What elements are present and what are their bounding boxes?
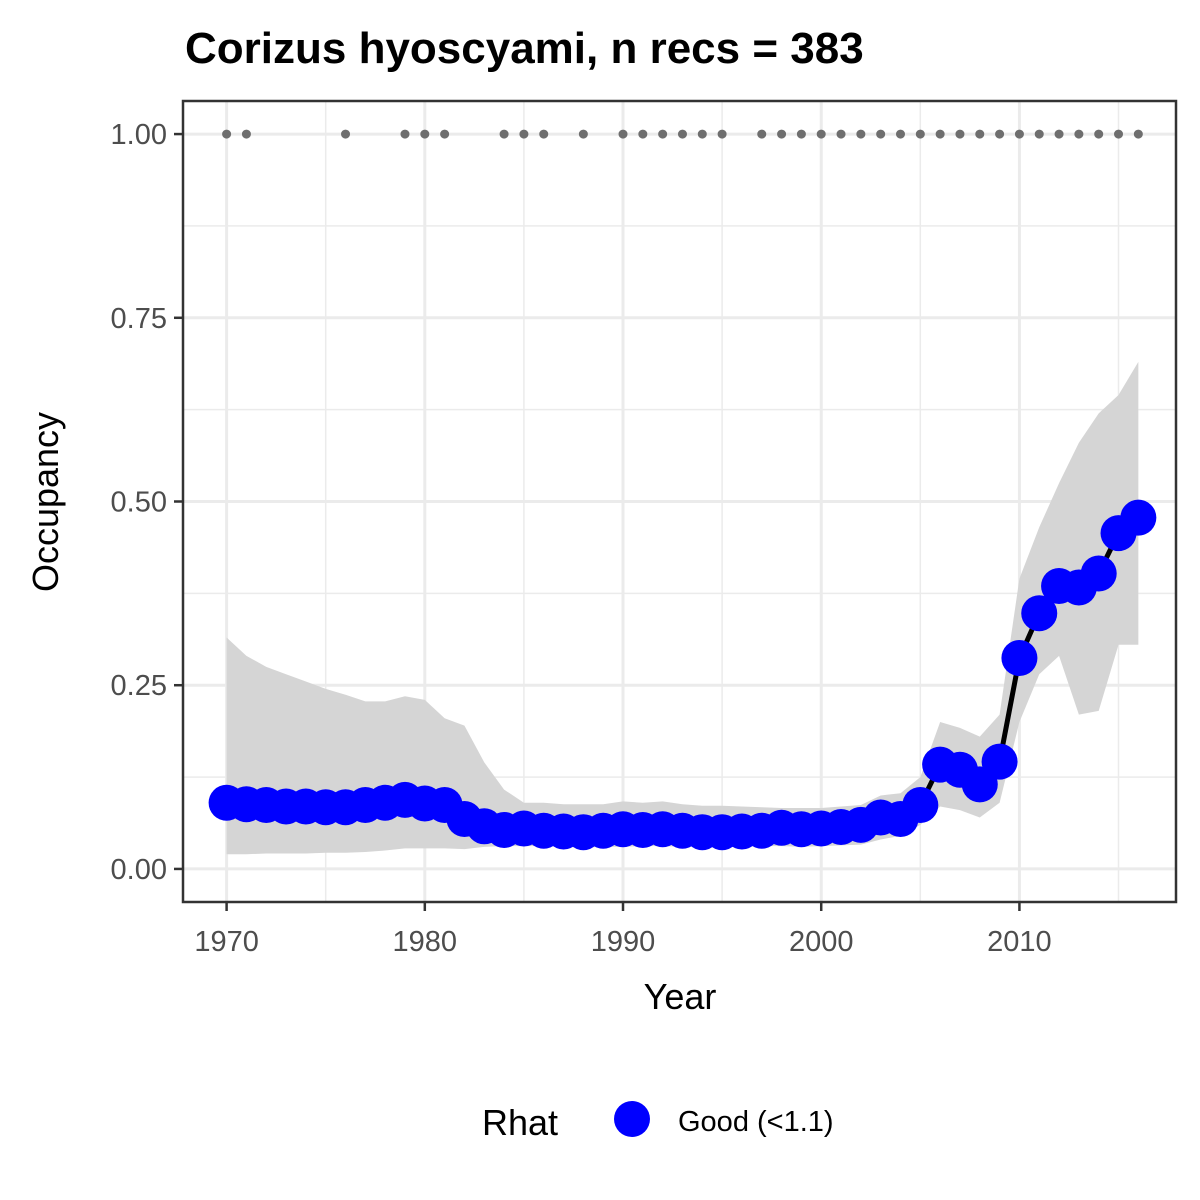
record-dot xyxy=(1054,129,1064,139)
x-axis-title: Year xyxy=(644,976,717,1017)
record-dot xyxy=(658,129,668,139)
occupancy-point xyxy=(1021,595,1058,632)
record-dot xyxy=(717,129,727,139)
record-dot xyxy=(777,129,787,139)
record-dot xyxy=(995,129,1005,139)
record-dot xyxy=(638,129,648,139)
record-dot xyxy=(856,129,866,139)
record-dot xyxy=(222,129,232,139)
confidence-ribbon xyxy=(226,361,1139,855)
legend-label-good: Good (<1.1) xyxy=(678,1106,834,1138)
record-dot xyxy=(1133,129,1143,139)
legend: Rhat Good (<1.1) xyxy=(482,1101,834,1143)
record-dot xyxy=(677,129,687,139)
occupancy-point xyxy=(902,786,939,823)
occupancy-point xyxy=(1001,640,1038,677)
record-dot xyxy=(895,129,905,139)
record-dot xyxy=(915,129,925,139)
record-dot xyxy=(400,129,410,139)
chart-title: Corizus hyoscyami, n recs = 383 xyxy=(185,24,864,73)
record-dot xyxy=(618,129,628,139)
record-dot xyxy=(420,129,430,139)
record-dot xyxy=(836,129,846,139)
record-dot xyxy=(975,129,985,139)
record-dot xyxy=(1034,129,1044,139)
x-tick-label: 2010 xyxy=(987,926,1052,958)
legend-key-good xyxy=(614,1101,650,1137)
y-tick-label: 0.00 xyxy=(111,854,167,886)
x-tick-label: 1990 xyxy=(591,926,656,958)
record-dot xyxy=(241,129,251,139)
record-dot xyxy=(499,129,509,139)
record-dot xyxy=(935,129,945,139)
record-dot xyxy=(539,129,549,139)
occupancy-point xyxy=(1080,555,1117,592)
record-dot xyxy=(816,129,826,139)
occupancy-point xyxy=(1120,499,1157,536)
y-tick-label: 1.00 xyxy=(111,119,167,151)
record-dot xyxy=(440,129,450,139)
legend-title: Rhat xyxy=(482,1102,558,1143)
y-tick-label: 0.25 xyxy=(111,670,167,702)
record-dot xyxy=(1014,129,1024,139)
x-axis: 1970 1980 1990 2000 2010 xyxy=(194,902,1052,958)
record-dot xyxy=(341,129,351,139)
x-tick-label: 1970 xyxy=(194,926,259,958)
x-tick-label: 2000 xyxy=(789,926,854,958)
record-dot xyxy=(1074,129,1084,139)
record-dot xyxy=(757,129,767,139)
y-tick-label: 0.50 xyxy=(111,487,167,519)
record-dot xyxy=(578,129,588,139)
record-dot xyxy=(955,129,965,139)
record-dot xyxy=(876,129,886,139)
record-dots-layer xyxy=(222,129,1143,139)
record-dot xyxy=(796,129,806,139)
occupancy-point xyxy=(981,743,1018,780)
record-dot xyxy=(519,129,529,139)
confidence-ribbon-layer xyxy=(226,361,1139,855)
occupancy-points-layer xyxy=(208,499,1157,851)
y-axis-title: Occupancy xyxy=(25,412,66,592)
y-axis: 0.00 0.25 0.50 0.75 1.00 xyxy=(111,119,183,886)
record-dot xyxy=(1094,129,1104,139)
record-dot xyxy=(1114,129,1124,139)
x-tick-label: 1980 xyxy=(393,926,458,958)
record-dot xyxy=(697,129,707,139)
y-tick-label: 0.75 xyxy=(111,303,167,335)
